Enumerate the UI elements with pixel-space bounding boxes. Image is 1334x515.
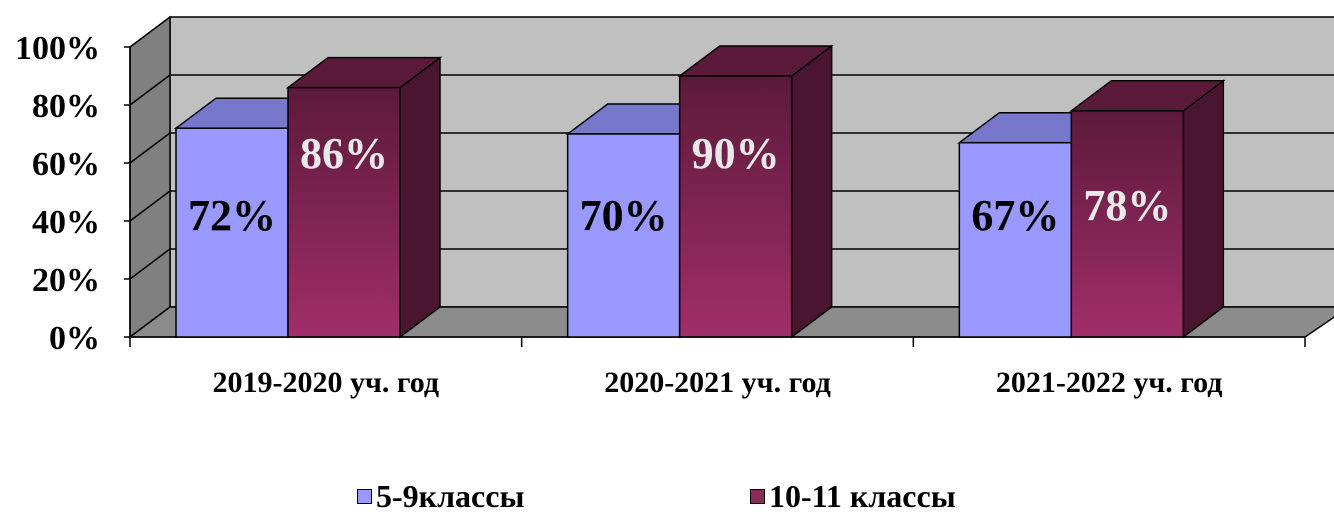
x-tick-label: 2019-2020 уч. год	[213, 366, 440, 399]
legend-label: 10-11 классы	[769, 478, 956, 514]
x-tick-label: 2021-2022 уч. год	[996, 366, 1223, 399]
data-label: 67%	[971, 191, 1059, 240]
bar-side	[1182, 79, 1225, 339]
plot-area: 0% 20% 40% 60% 80% 100% 2019-2020 уч. год 72% 86…	[15, 15, 1334, 399]
bar	[1070, 110, 1185, 338]
gridline	[129, 248, 171, 280]
y-tick-label: 0%	[49, 320, 100, 357]
legend-swatch	[750, 489, 765, 504]
data-label: 70%	[580, 191, 668, 240]
data-label: 72%	[188, 191, 276, 240]
legend-item-10-11: 10-11 классы	[750, 478, 956, 515]
gridline	[129, 132, 171, 164]
y-tick-label: 40%	[32, 204, 100, 241]
gridline	[129, 190, 171, 222]
bar	[287, 86, 401, 338]
bar	[958, 141, 1073, 338]
data-label: 90%	[692, 129, 780, 178]
bar-side	[790, 44, 833, 339]
y-tick-label: 60%	[32, 146, 100, 183]
y-tick-label: 20%	[32, 262, 100, 299]
y-tick-label: 100%	[15, 30, 100, 67]
bar	[566, 133, 681, 338]
side-wall	[129, 15, 171, 339]
bar	[678, 75, 793, 338]
y-tick-label: 80%	[32, 88, 100, 125]
data-label: 86%	[300, 129, 388, 178]
legend-label: 5-9классы	[376, 478, 525, 514]
legend-swatch	[357, 489, 372, 504]
legend-item-5-9: 5-9классы	[357, 478, 524, 515]
gridline	[129, 74, 171, 106]
data-label: 78%	[1083, 181, 1171, 230]
x-tick-label: 2020-2021 уч. год	[604, 366, 831, 399]
bar-side	[399, 56, 441, 339]
